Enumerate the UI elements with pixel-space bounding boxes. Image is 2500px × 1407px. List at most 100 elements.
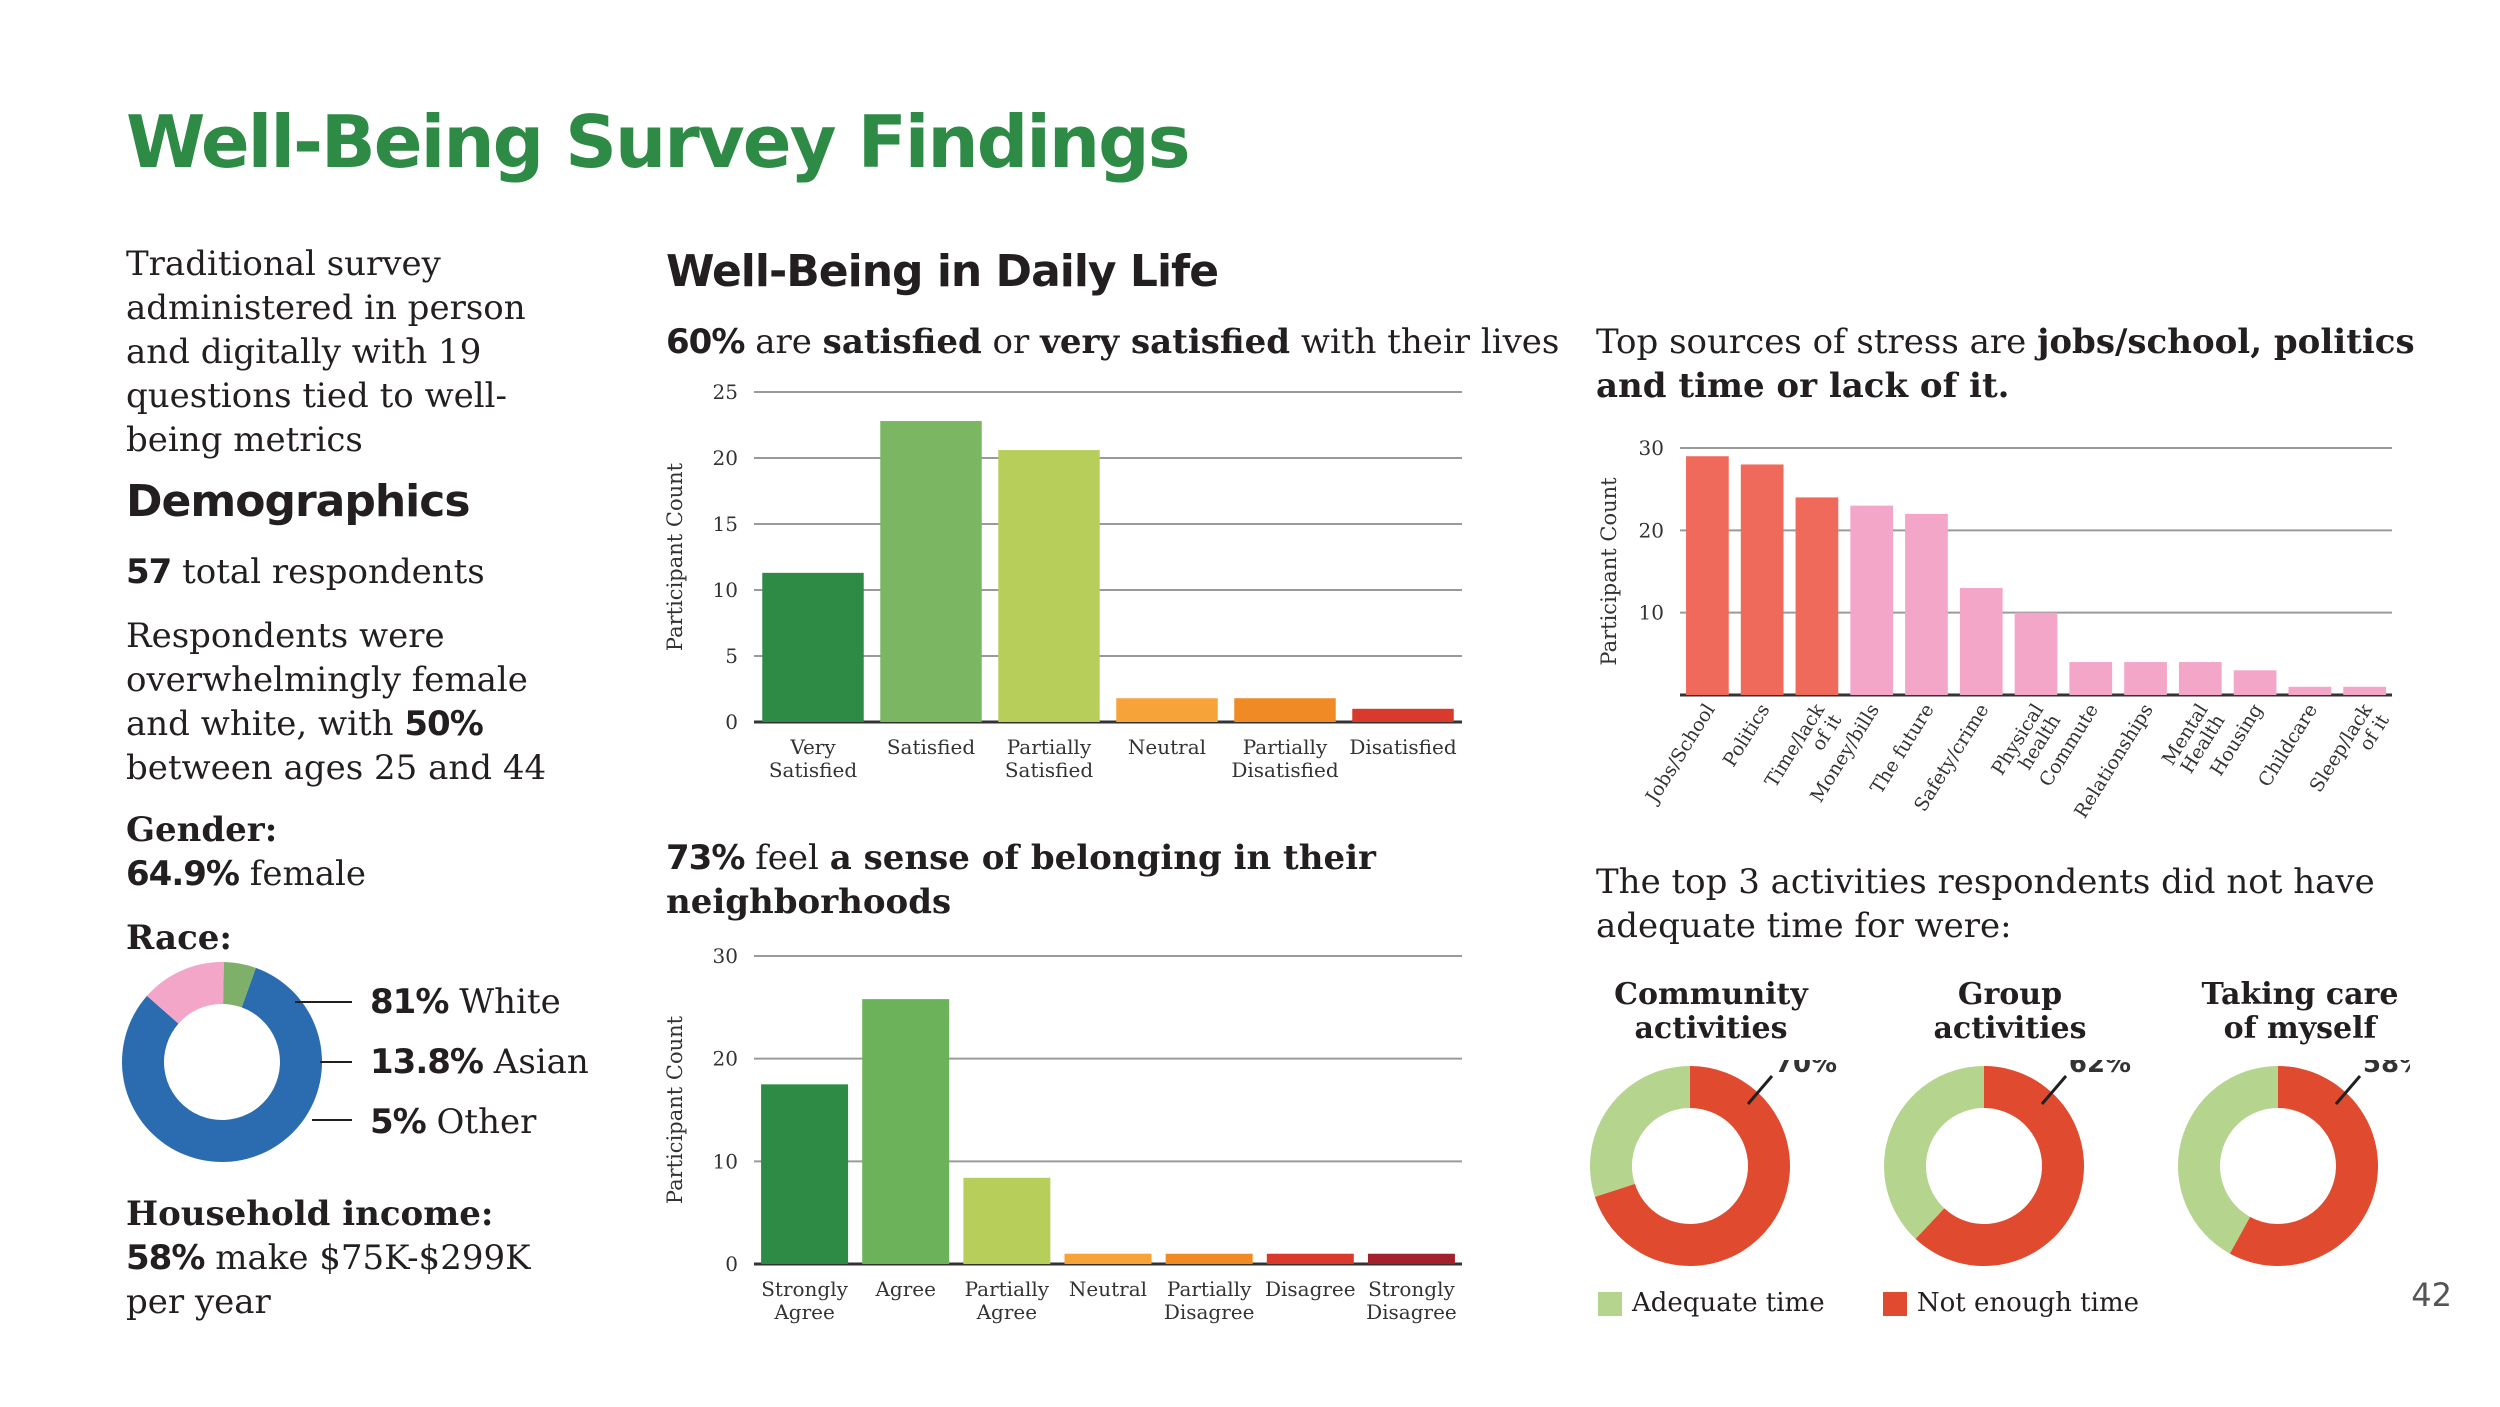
x-tick-label: Jobs/School [1640, 700, 1719, 809]
activity-leader-line [1746, 1075, 1774, 1105]
x-tick-label: Satisfied [887, 735, 975, 759]
income-value: 58% make $75K-$299K per year [126, 1236, 566, 1324]
activity-pct-label: 58% [2363, 1060, 2410, 1079]
bar [1686, 456, 1729, 695]
x-tick-line: Agree [874, 1277, 935, 1301]
satisfaction-title-t1: are [755, 322, 812, 362]
gender-value: 64.9% female [126, 852, 366, 896]
y-tick-label: 0 [725, 710, 738, 734]
x-tick-line: Jobs/School [1640, 700, 1719, 809]
income-pct: 58% [126, 1238, 205, 1278]
legend-label-adequate: Adequate time [1632, 1288, 1825, 1318]
y-tick-label: 10 [1639, 601, 1664, 625]
page-number: 42 [2411, 1276, 2452, 1314]
satisfaction-title-t2: or [992, 322, 1030, 362]
bar [761, 1084, 849, 1264]
bar [1064, 1253, 1152, 1264]
legend-swatch-not-enough [1882, 1292, 1907, 1316]
bar [2124, 662, 2167, 695]
x-tick-label: Partially Disagree [1164, 1277, 1255, 1324]
bar [1959, 587, 2003, 695]
bar [963, 1177, 1051, 1264]
y-axis-label: Participant Count [663, 462, 687, 651]
x-tick-label: Agree [874, 1277, 935, 1301]
y-axis-label: Participant Count [663, 1015, 687, 1204]
page-title: Well-Being Survey Findings [126, 100, 1191, 184]
x-tick-line: Satisfied [887, 735, 975, 759]
y-tick-label: 0 [725, 1252, 738, 1276]
activities-title: The top 3 activities respondents did not… [1596, 862, 2375, 946]
bar [2343, 686, 2386, 695]
satisfaction-pct: 60% [666, 322, 745, 362]
activity-title-selfcare: Taking care of myself [2201, 977, 2399, 1046]
x-tick-line: Very [789, 735, 836, 759]
race-label: Race: [126, 918, 232, 958]
x-tick-label: Strongly Disagree [1366, 1277, 1457, 1324]
x-tick-line: Neutral [1069, 1277, 1147, 1301]
race-asian-pct: 13.8% [370, 1042, 484, 1082]
y-tick-label: 5 [725, 644, 738, 668]
race-slice [223, 962, 256, 1008]
bar [1740, 464, 1784, 695]
x-tick-line: Disagree [1164, 1300, 1255, 1324]
total-number: 57 [126, 552, 172, 592]
income-text: make $75K-$299K per year [126, 1238, 531, 1322]
x-tick-line: Agree [976, 1300, 1037, 1324]
y-tick-label: 10 [713, 1149, 738, 1173]
satisfaction-title-t3: with their lives [1300, 322, 1560, 362]
race-slice [121, 967, 322, 1162]
x-tick-line: Strongly [761, 1277, 848, 1301]
activity-slice-adequate [2178, 1066, 2278, 1254]
gender-pct: 64.9% [126, 854, 240, 894]
activities-donut-charts: 70% 62% 58% [1590, 1060, 2410, 1266]
y-tick-label: 20 [713, 446, 738, 470]
race-other-pct: 5% [370, 1102, 427, 1142]
belonging-chart-title: 73% feel a sense of belonging in their n… [666, 836, 1426, 924]
respondents-text2: between ages 25 and 44 [126, 748, 547, 788]
intro-text: Traditional survey administered in perso… [126, 244, 526, 460]
bar [1850, 505, 1894, 695]
total-respondents: 57 total respondents [126, 550, 485, 594]
x-tick-label: Politics [1719, 700, 1775, 771]
y-tick-label: 15 [713, 512, 738, 536]
bar [1352, 708, 1454, 722]
y-tick-label: 10 [713, 578, 738, 602]
daily-life-heading: Well-Being in Daily Life [666, 246, 1219, 297]
activity-slice-adequate [1884, 1066, 1984, 1239]
respondents-text: Respondents were overwhelmingly female a… [126, 616, 528, 744]
respondents-description: Respondents were overwhelmingly female a… [126, 614, 566, 790]
belonging-pct: 73% [666, 838, 745, 878]
satisfaction-title-b1: satisfied [822, 322, 982, 362]
x-tick-label: Partially Agree [965, 1277, 1050, 1324]
race-white-pct: 81% [370, 982, 449, 1022]
respondents-pct: 50% [404, 704, 483, 744]
x-tick-label: Disatisfied [1349, 735, 1456, 759]
stress-bar-chart: 10 20 30 Participant Count Jobs/School Politi… [1597, 436, 2394, 822]
activity-slice-not-enough [1915, 1066, 2084, 1266]
race-slice [146, 962, 224, 1024]
x-tick-line: Disatisfied [1349, 735, 1456, 759]
y-tick-label: 30 [1639, 436, 1664, 460]
x-tick-line: Partially [965, 1277, 1050, 1301]
x-tick-line: Disatisfied [1231, 758, 1338, 782]
x-tick-line: Politics [1719, 700, 1775, 771]
bar [1116, 698, 1218, 722]
stress-title-b1: jobs/school, politics and time or lack o… [1596, 322, 2415, 406]
race-donut-chart [121, 962, 352, 1162]
x-tick-label: Neutral [1128, 735, 1206, 759]
x-tick-line: Strongly [1368, 1277, 1455, 1301]
y-tick-label: 30 [713, 944, 738, 968]
activity-pct-label: 70% [1775, 1060, 1837, 1079]
income-label: Household income: [126, 1194, 494, 1234]
gender-label: Gender: [126, 810, 278, 850]
activity-title-group: Group activities [1933, 977, 2087, 1046]
activities-legend: Adequate time Not enough time [1598, 1288, 2139, 1318]
satisfaction-title-b2: very satisfied [1040, 322, 1291, 362]
x-tick-line: Partially [1243, 735, 1328, 759]
bar [1795, 497, 1839, 695]
race-legend-white: 81% White [370, 980, 561, 1024]
activity-leader-line [2334, 1075, 2362, 1105]
bar [2069, 662, 2113, 695]
belonging-title-b1: a sense of belonging in their neighborho… [666, 838, 1376, 922]
